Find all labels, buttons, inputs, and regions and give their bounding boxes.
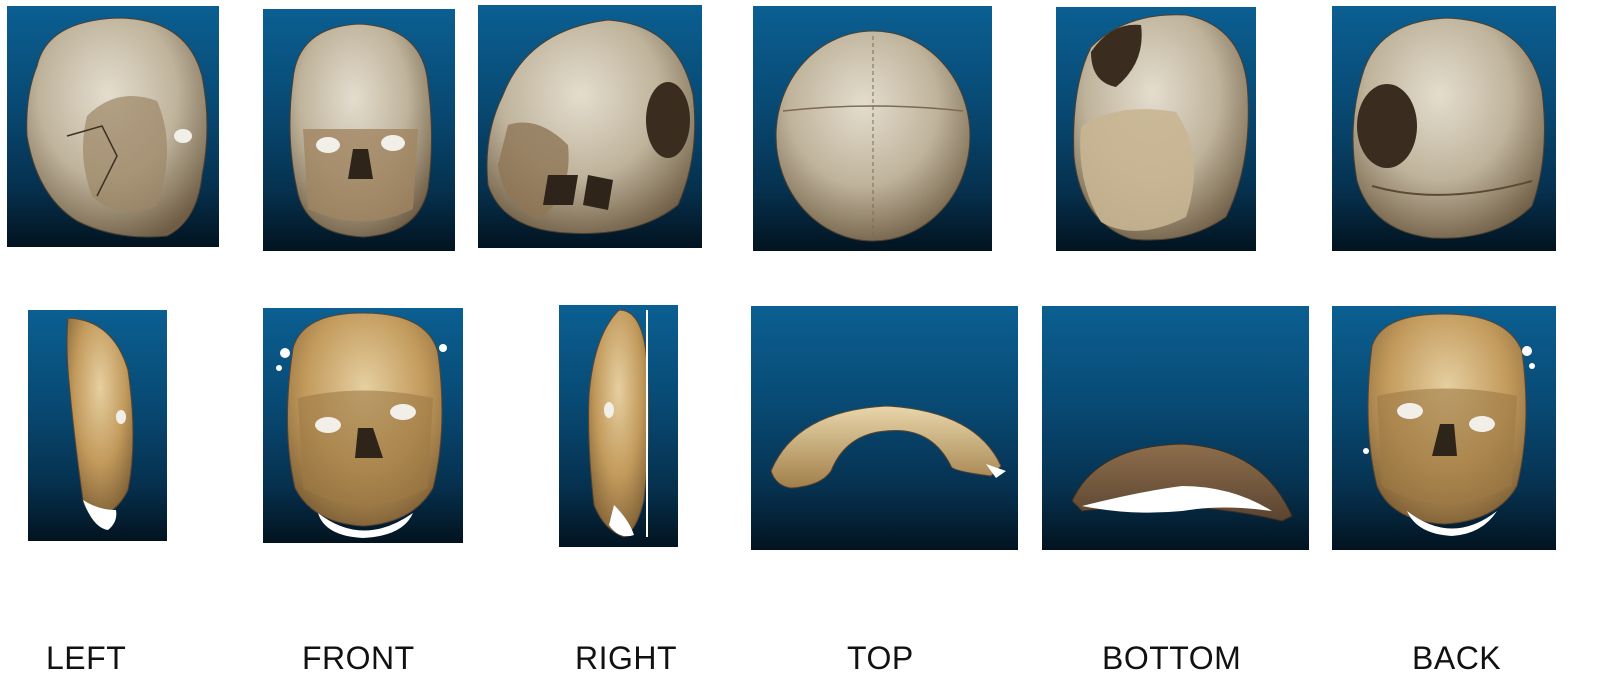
skull-front-view	[263, 9, 455, 251]
skull-back-image	[1352, 17, 1545, 239]
face-front-view	[263, 308, 463, 543]
label-front: FRONT	[302, 640, 415, 676]
face-back-image	[1363, 313, 1535, 536]
skull-left-view	[7, 6, 219, 247]
cap-top-image	[770, 405, 1006, 489]
skull-top-view	[753, 6, 992, 251]
face-back-view	[1332, 306, 1556, 550]
face-right-image	[588, 309, 649, 538]
skull-back-view	[1332, 6, 1556, 251]
face-right-view	[559, 305, 678, 547]
skull-right-image	[486, 19, 696, 234]
skull-bottom-image	[1073, 14, 1249, 241]
cap-top-view	[751, 306, 1018, 550]
cap-bottom-image	[1071, 443, 1293, 522]
label-top: TOP	[847, 640, 914, 676]
label-right: RIGHT	[575, 640, 678, 676]
skull-top-image	[775, 30, 971, 242]
skull-bottom-view	[1056, 7, 1256, 251]
skull-front-image	[289, 23, 432, 238]
label-bottom: BOTTOM	[1102, 640, 1242, 676]
face-left-image	[66, 317, 134, 530]
label-left: LEFT	[46, 640, 127, 676]
face-left-view	[28, 310, 167, 541]
label-back: BACK	[1412, 640, 1502, 676]
cap-bottom-view	[1042, 306, 1309, 550]
skull-left-image	[26, 17, 208, 238]
face-front-image	[276, 312, 447, 538]
skull-right-view	[478, 5, 702, 248]
